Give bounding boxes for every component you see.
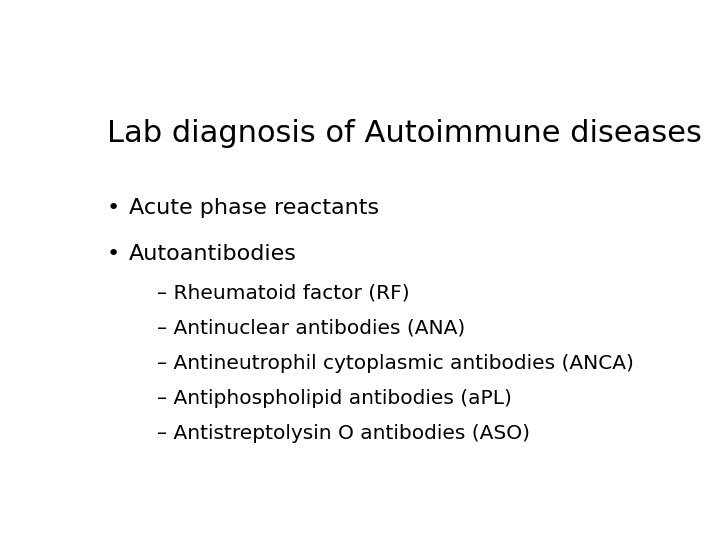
Text: Autoantibodies: Autoantibodies — [129, 244, 297, 264]
Text: – Antistreptolysin O antibodies (ASO): – Antistreptolysin O antibodies (ASO) — [157, 424, 530, 443]
Text: – Antinuclear antibodies (ANA): – Antinuclear antibodies (ANA) — [157, 319, 465, 338]
Text: – Antiphospholipid antibodies (aPL): – Antiphospholipid antibodies (aPL) — [157, 389, 512, 408]
Text: – Rheumatoid factor (RF): – Rheumatoid factor (RF) — [157, 283, 410, 302]
Text: Acute phase reactants: Acute phase reactants — [129, 198, 379, 218]
Text: •: • — [107, 244, 120, 264]
Text: •: • — [107, 198, 120, 218]
Text: – Antineutrophil cytoplasmic antibodies (ANCA): – Antineutrophil cytoplasmic antibodies … — [157, 354, 634, 373]
Text: Lab diagnosis of Autoimmune diseases: Lab diagnosis of Autoimmune diseases — [107, 119, 701, 148]
